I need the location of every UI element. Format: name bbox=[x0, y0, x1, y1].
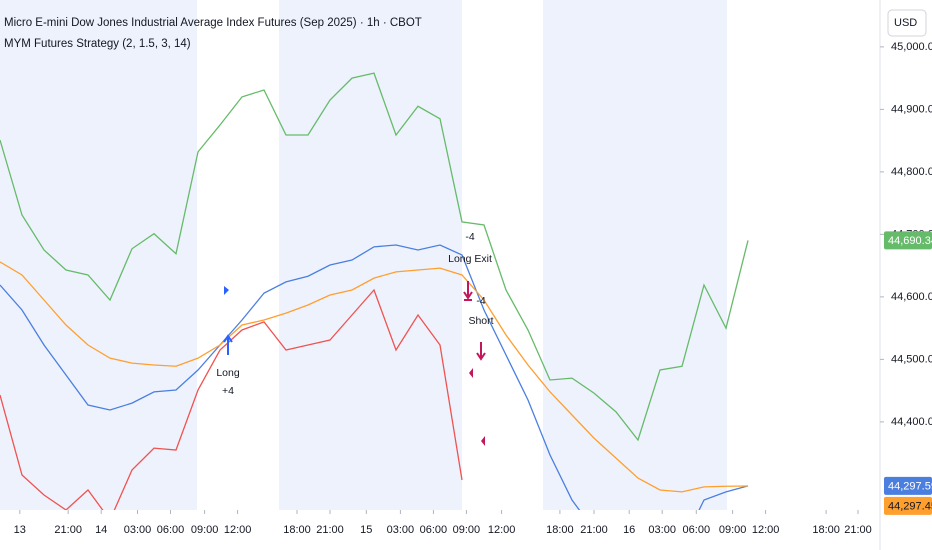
marker bbox=[224, 286, 229, 295]
signal-label: Long Exit bbox=[448, 253, 492, 265]
x-tick-label: 09:00 bbox=[191, 524, 219, 536]
price-tag-label: 44,690.34 bbox=[888, 235, 932, 247]
x-tick-label: 18:00 bbox=[812, 524, 840, 536]
session-band bbox=[543, 0, 727, 510]
series-line bbox=[0, 244, 749, 510]
signal-qty: -4 bbox=[476, 295, 485, 307]
x-tick-label: 03:00 bbox=[648, 524, 676, 536]
x-tick-label: 21:00 bbox=[580, 524, 608, 536]
x-tick-label: 13 bbox=[14, 524, 26, 536]
indicator-title: MYM Futures Strategy (2, 1.5, 3, 14) bbox=[4, 38, 191, 50]
x-tick-label: 03:00 bbox=[124, 524, 152, 536]
session-band bbox=[279, 0, 462, 510]
signal-qty: -4 bbox=[465, 231, 474, 243]
series-line bbox=[0, 261, 749, 493]
x-tick-label: 06:00 bbox=[683, 524, 711, 536]
x-tick-label: 06:00 bbox=[157, 524, 185, 536]
x-tick-label: 21:00 bbox=[54, 524, 82, 536]
exit-arrow bbox=[463, 281, 473, 301]
marker bbox=[481, 436, 485, 446]
price-tag-label: 44,297.59 bbox=[888, 480, 932, 492]
x-tick-label: 06:00 bbox=[420, 524, 448, 536]
signal-qty: +4 bbox=[222, 385, 234, 397]
y-tick-label: 44,500.00 bbox=[891, 353, 932, 365]
session-band bbox=[0, 0, 197, 510]
y-tick-label: 45,000.00 bbox=[891, 41, 932, 53]
y-tick-label: 44,600.00 bbox=[891, 291, 932, 303]
signal-label: Short bbox=[468, 315, 493, 327]
y-tick-label: 44,800.00 bbox=[891, 166, 932, 178]
chart-title: Micro E-mini Dow Jones Industrial Averag… bbox=[4, 17, 422, 29]
currency-button[interactable] bbox=[887, 9, 927, 37]
long-arrow bbox=[223, 334, 233, 355]
x-tick-label: 09:00 bbox=[453, 524, 481, 536]
x-tick-label: 14 bbox=[95, 524, 107, 536]
x-tick-label: 18:00 bbox=[546, 524, 574, 536]
x-tick-label: 12:00 bbox=[752, 524, 780, 536]
price-tag bbox=[884, 231, 932, 250]
signal-label: Long bbox=[216, 367, 240, 379]
y-tick-label: 44,900.00 bbox=[891, 103, 932, 115]
x-tick-label: 03:00 bbox=[387, 524, 415, 536]
series-line bbox=[0, 72, 749, 442]
x-tick-label: 21:00 bbox=[844, 524, 872, 536]
price-tag-label: 44,297.45 bbox=[888, 500, 932, 512]
x-tick-label: 09:00 bbox=[719, 524, 747, 536]
currency[interactable]: USD bbox=[894, 17, 917, 29]
price-tag bbox=[884, 476, 932, 495]
x-tick-label: 18:00 bbox=[283, 524, 311, 536]
short-arrow bbox=[476, 342, 486, 361]
price-tag bbox=[884, 496, 932, 515]
x-tick-label: 21:00 bbox=[316, 524, 344, 536]
x-tick-label: 16 bbox=[623, 524, 635, 536]
x-tick-label: 15 bbox=[360, 524, 372, 536]
x-tick-label: 12:00 bbox=[224, 524, 252, 536]
x-tick-label: 12:00 bbox=[488, 524, 516, 536]
y-tick-label: 44,400.00 bbox=[891, 416, 932, 428]
marker bbox=[469, 368, 473, 378]
